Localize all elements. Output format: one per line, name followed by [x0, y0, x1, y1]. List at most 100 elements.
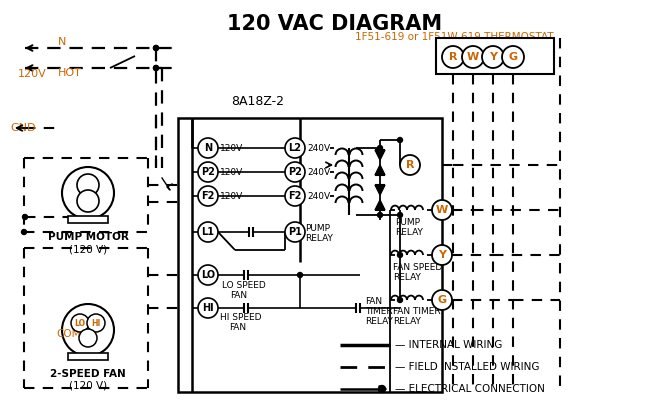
- Circle shape: [153, 46, 159, 51]
- Circle shape: [397, 212, 403, 217]
- Circle shape: [77, 190, 99, 212]
- Text: 240V: 240V: [307, 191, 330, 201]
- Bar: [68, 216, 108, 223]
- Text: RELAY: RELAY: [395, 228, 423, 236]
- Text: P2: P2: [288, 167, 302, 177]
- Text: L1: L1: [202, 227, 214, 237]
- Circle shape: [153, 46, 159, 51]
- Circle shape: [442, 46, 464, 68]
- Text: HI: HI: [202, 303, 214, 313]
- Circle shape: [153, 65, 159, 70]
- Circle shape: [285, 162, 305, 182]
- Text: 240V: 240V: [307, 168, 330, 176]
- Text: — FIELD INSTALLED WIRING: — FIELD INSTALLED WIRING: [395, 362, 539, 372]
- Circle shape: [198, 222, 218, 242]
- Text: R: R: [406, 160, 414, 170]
- Bar: [436, 38, 554, 74]
- Circle shape: [400, 155, 420, 175]
- Circle shape: [79, 329, 97, 347]
- Text: RELAY: RELAY: [365, 318, 393, 326]
- Text: COM: COM: [56, 329, 80, 339]
- Text: 240V: 240V: [307, 143, 330, 153]
- Text: F2: F2: [201, 191, 214, 201]
- Text: 120V: 120V: [18, 69, 47, 79]
- Circle shape: [87, 314, 105, 332]
- Circle shape: [77, 174, 99, 196]
- Bar: [178, 118, 442, 392]
- Text: Y: Y: [438, 250, 446, 260]
- Circle shape: [285, 222, 305, 242]
- Text: PUMP MOTOR: PUMP MOTOR: [48, 232, 129, 242]
- Polygon shape: [375, 150, 385, 160]
- Text: P2: P2: [201, 167, 215, 177]
- Text: FAN TIMER: FAN TIMER: [393, 308, 441, 316]
- Text: W: W: [436, 205, 448, 215]
- Circle shape: [198, 138, 218, 158]
- Text: LO: LO: [74, 318, 86, 328]
- Text: P1: P1: [288, 227, 302, 237]
- Text: 120V: 120V: [220, 143, 243, 153]
- Circle shape: [297, 272, 302, 277]
- Text: HI SPEED: HI SPEED: [220, 313, 261, 323]
- Text: FAN: FAN: [229, 323, 246, 333]
- Text: LO: LO: [201, 270, 215, 280]
- Text: F2: F2: [288, 191, 302, 201]
- Text: — ELECTRICAL CONNECTION: — ELECTRICAL CONNECTION: [395, 384, 545, 394]
- Circle shape: [397, 297, 403, 303]
- Text: N: N: [204, 143, 212, 153]
- Polygon shape: [375, 185, 385, 195]
- Text: G: G: [509, 52, 517, 62]
- Circle shape: [62, 304, 114, 356]
- Text: 120V: 120V: [220, 191, 243, 201]
- Bar: [68, 353, 108, 360]
- Circle shape: [397, 253, 403, 258]
- Circle shape: [198, 186, 218, 206]
- Circle shape: [377, 145, 383, 150]
- Polygon shape: [375, 200, 385, 210]
- Circle shape: [71, 314, 89, 332]
- Circle shape: [462, 46, 484, 68]
- Circle shape: [21, 230, 27, 235]
- Text: W: W: [467, 52, 479, 62]
- Circle shape: [23, 215, 27, 220]
- Text: G: G: [438, 295, 447, 305]
- Text: (120 V): (120 V): [69, 381, 107, 391]
- Polygon shape: [375, 165, 385, 175]
- Text: FAN: FAN: [365, 297, 382, 307]
- Circle shape: [198, 265, 218, 285]
- Text: L2: L2: [289, 143, 302, 153]
- Text: RELAY: RELAY: [393, 318, 421, 326]
- Text: FAN: FAN: [230, 290, 247, 300]
- Text: HI: HI: [91, 318, 100, 328]
- Text: — INTERNAL WIRING: — INTERNAL WIRING: [395, 340, 502, 350]
- Text: 2-SPEED FAN: 2-SPEED FAN: [50, 369, 126, 379]
- Circle shape: [482, 46, 504, 68]
- Text: 8A18Z-2: 8A18Z-2: [232, 95, 285, 108]
- Text: RELAY: RELAY: [393, 272, 421, 282]
- Text: RELAY: RELAY: [305, 233, 333, 243]
- Text: N: N: [58, 37, 66, 47]
- Text: GND: GND: [10, 123, 36, 133]
- Text: TIMER: TIMER: [365, 308, 393, 316]
- Circle shape: [62, 167, 114, 219]
- Text: R: R: [449, 52, 457, 62]
- Text: HOT: HOT: [58, 68, 82, 78]
- Circle shape: [397, 137, 403, 142]
- Circle shape: [432, 200, 452, 220]
- Circle shape: [285, 138, 305, 158]
- Circle shape: [377, 212, 383, 217]
- Text: FAN SPEED: FAN SPEED: [393, 262, 442, 272]
- Text: 1F51-619 or 1F51W-619 THERMOSTAT: 1F51-619 or 1F51W-619 THERMOSTAT: [355, 32, 554, 42]
- Circle shape: [432, 290, 452, 310]
- Circle shape: [432, 245, 452, 265]
- Circle shape: [285, 186, 305, 206]
- Circle shape: [502, 46, 524, 68]
- Text: 120V: 120V: [220, 168, 243, 176]
- Text: LO SPEED: LO SPEED: [222, 280, 266, 290]
- Circle shape: [153, 65, 159, 70]
- Circle shape: [198, 298, 218, 318]
- Text: (120 V): (120 V): [69, 244, 107, 254]
- Text: 120 VAC DIAGRAM: 120 VAC DIAGRAM: [227, 14, 443, 34]
- Circle shape: [198, 162, 218, 182]
- Text: Y: Y: [489, 52, 497, 62]
